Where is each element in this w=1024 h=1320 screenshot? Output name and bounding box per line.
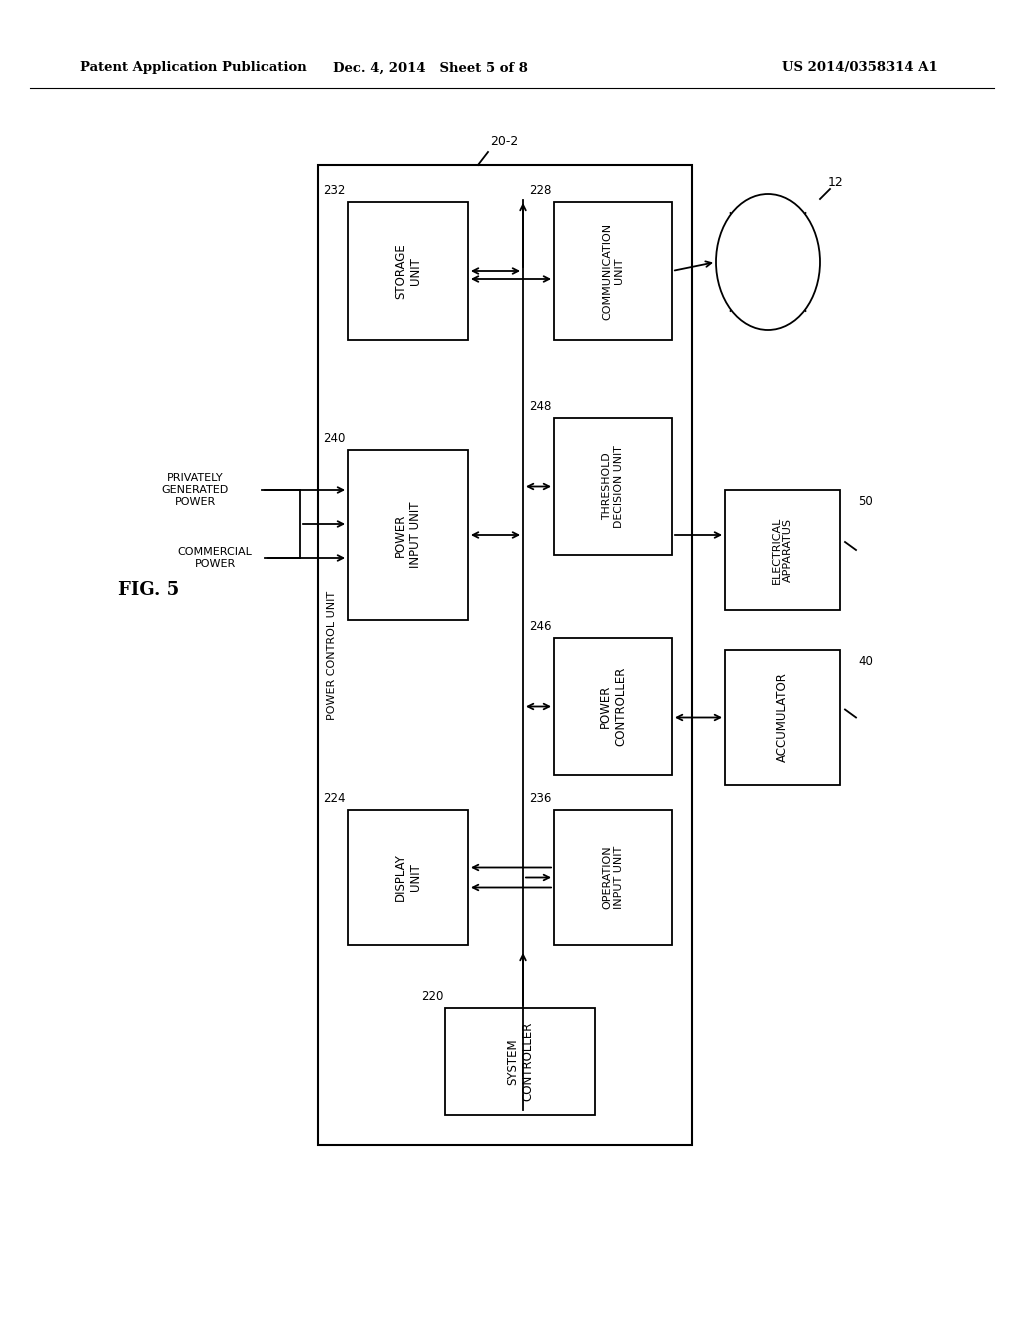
Text: 232: 232: [324, 183, 346, 197]
Text: US 2014/0358314 A1: US 2014/0358314 A1: [782, 62, 938, 74]
Text: FIG. 5: FIG. 5: [118, 581, 179, 599]
Text: OPERATION
INPUT UNIT: OPERATION INPUT UNIT: [602, 846, 624, 909]
Text: 240: 240: [324, 432, 346, 445]
Text: 20-2: 20-2: [490, 135, 518, 148]
Text: 228: 228: [529, 183, 552, 197]
Bar: [554, 418, 672, 554]
Text: ELECTRICAL
APPARATUS: ELECTRICAL APPARATUS: [772, 516, 794, 583]
Text: 224: 224: [324, 792, 346, 805]
Bar: [348, 202, 468, 341]
Text: ACCUMULATOR: ACCUMULATOR: [776, 673, 790, 763]
Text: DISPLAY
UNIT: DISPLAY UNIT: [394, 854, 422, 902]
Text: 248: 248: [529, 400, 552, 413]
Bar: [725, 649, 840, 785]
Text: 12: 12: [828, 176, 844, 189]
Text: 236: 236: [529, 792, 552, 805]
Text: POWER
INPUT UNIT: POWER INPUT UNIT: [394, 502, 422, 568]
Text: COMMERCIAL
POWER: COMMERCIAL POWER: [177, 548, 253, 569]
Text: Dec. 4, 2014   Sheet 5 of 8: Dec. 4, 2014 Sheet 5 of 8: [333, 62, 527, 74]
Text: SYSTEM
CONTROLLER: SYSTEM CONTROLLER: [506, 1022, 534, 1101]
Ellipse shape: [716, 194, 820, 330]
Bar: [554, 810, 672, 945]
Bar: [725, 490, 840, 610]
Text: 246: 246: [529, 620, 552, 634]
Text: 50: 50: [858, 495, 872, 508]
Bar: [445, 1008, 595, 1115]
Text: COMMUNICATION
UNIT: COMMUNICATION UNIT: [602, 223, 624, 319]
Bar: [348, 810, 468, 945]
Bar: [348, 450, 468, 620]
Text: POWER
CONTROLLER: POWER CONTROLLER: [599, 667, 627, 746]
Text: Patent Application Publication: Patent Application Publication: [80, 62, 307, 74]
Text: STORAGE
UNIT: STORAGE UNIT: [394, 243, 422, 298]
Bar: [554, 202, 672, 341]
Bar: [554, 638, 672, 775]
Text: POWER CONTROL UNIT: POWER CONTROL UNIT: [327, 590, 337, 719]
Text: PRIVATELY
GENERATED
POWER: PRIVATELY GENERATED POWER: [162, 474, 228, 507]
Text: THRESHOLD
DECISION UNIT: THRESHOLD DECISION UNIT: [602, 445, 624, 528]
Text: 220: 220: [421, 990, 443, 1003]
Text: 40: 40: [858, 655, 872, 668]
Bar: [318, 165, 692, 1144]
